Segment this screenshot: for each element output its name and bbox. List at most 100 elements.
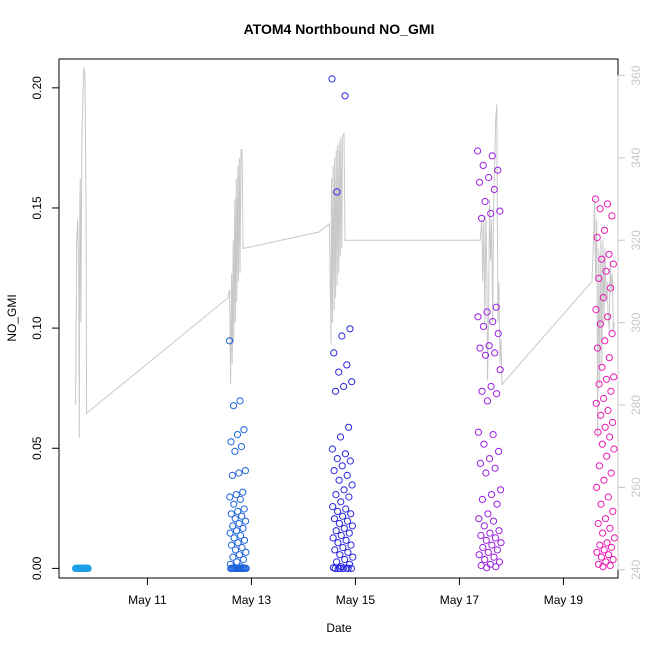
- data-point: [606, 524, 614, 532]
- right-y-axis: 240 260 280 300 320 340 360: [617, 65, 643, 580]
- data-point: [342, 536, 350, 544]
- data-point: [329, 534, 337, 542]
- data-point: [348, 481, 356, 489]
- data-point: [329, 503, 337, 511]
- data-point: [491, 349, 499, 357]
- data-point: [607, 543, 616, 552]
- data-point: [487, 491, 496, 499]
- data-point: [593, 548, 601, 556]
- data-point: [594, 428, 602, 436]
- data-point: [483, 308, 491, 316]
- right-tick-label: 340: [629, 148, 643, 168]
- data-point: [609, 555, 617, 564]
- data-point: [607, 284, 615, 292]
- data-point: [479, 543, 487, 552]
- data-point: [610, 534, 619, 542]
- data-point: [600, 394, 608, 403]
- data-point: [232, 564, 240, 573]
- data-point: [478, 387, 486, 395]
- data-point: [488, 541, 496, 549]
- data-point: [331, 564, 339, 573]
- data-point: [237, 531, 245, 540]
- data-point: [236, 495, 244, 503]
- data-point: [476, 178, 484, 186]
- data-point: [73, 564, 81, 573]
- data-point: [338, 462, 346, 470]
- data-point: [328, 445, 336, 453]
- x-axis: May 11 May 13 May 15 May 17 May 19: [128, 577, 584, 607]
- data-point: [347, 564, 355, 573]
- data-point: [490, 553, 498, 561]
- data-point: [345, 493, 353, 501]
- data-point: [595, 462, 604, 470]
- data-point: [231, 515, 239, 523]
- x-tick-label: May 13: [232, 593, 272, 607]
- data-point: [601, 515, 610, 523]
- data-point: [237, 443, 245, 451]
- data-point: [483, 397, 492, 405]
- data-point: [234, 539, 242, 547]
- data-point: [340, 382, 348, 391]
- data-point: [227, 541, 236, 549]
- data-point: [600, 546, 608, 554]
- data-point: [238, 543, 246, 552]
- data-point: [493, 500, 501, 508]
- data-point: [328, 75, 336, 83]
- data-point: [226, 529, 234, 537]
- data-point: [341, 450, 349, 458]
- data-point: [478, 214, 486, 222]
- data-point: [483, 564, 491, 572]
- data-point: [482, 469, 490, 477]
- right-tick-label: 280: [629, 395, 643, 415]
- data-point: [330, 515, 339, 523]
- data-point: [229, 553, 237, 561]
- data-point: [490, 185, 498, 194]
- y-tick-label: 0.15: [30, 196, 44, 220]
- data-point: [609, 260, 618, 268]
- data-point: [346, 325, 354, 333]
- x-tick-label: May 19: [544, 593, 584, 607]
- data-point: [593, 344, 602, 352]
- data-point: [339, 512, 347, 520]
- data-point: [491, 534, 499, 542]
- data-point: [336, 433, 345, 441]
- data-point: [604, 313, 612, 321]
- data-point: [232, 491, 240, 499]
- data-point: [348, 378, 356, 386]
- data-point: [496, 366, 504, 374]
- data-point: [242, 517, 250, 525]
- data-point: [348, 522, 356, 530]
- data-point: [492, 563, 500, 571]
- right-tick-label: 260: [629, 477, 643, 497]
- data-point: [343, 361, 351, 369]
- data-point: [477, 531, 485, 540]
- x-axis-label: Date: [326, 621, 352, 635]
- data-point: [605, 354, 613, 362]
- data-point: [336, 551, 344, 559]
- data-point: [489, 318, 497, 326]
- chart-title: ATOM4 Northbound NO_GMI: [244, 21, 435, 37]
- data-point: [234, 507, 242, 515]
- y-tick-label: 0.00: [30, 556, 44, 580]
- y-tick-label: 0.10: [30, 316, 44, 340]
- data-point: [496, 207, 504, 215]
- data-point: [487, 209, 495, 218]
- data-point: [607, 469, 615, 477]
- x-tick-label: May 17: [440, 593, 480, 607]
- data-point: [334, 539, 342, 547]
- x-tick-label: May 11: [128, 593, 167, 607]
- data-point: [497, 539, 505, 547]
- data-point: [235, 469, 243, 477]
- data-point: [230, 534, 238, 542]
- data-point: [607, 387, 615, 395]
- data-point: [231, 546, 240, 554]
- data-point: [603, 452, 611, 460]
- data-point: [331, 546, 339, 554]
- data-point: [340, 486, 348, 494]
- data-point: [605, 250, 613, 258]
- data-point: [240, 505, 248, 513]
- data-point: [330, 349, 338, 357]
- data-point: [487, 382, 495, 391]
- data-point: [228, 564, 236, 573]
